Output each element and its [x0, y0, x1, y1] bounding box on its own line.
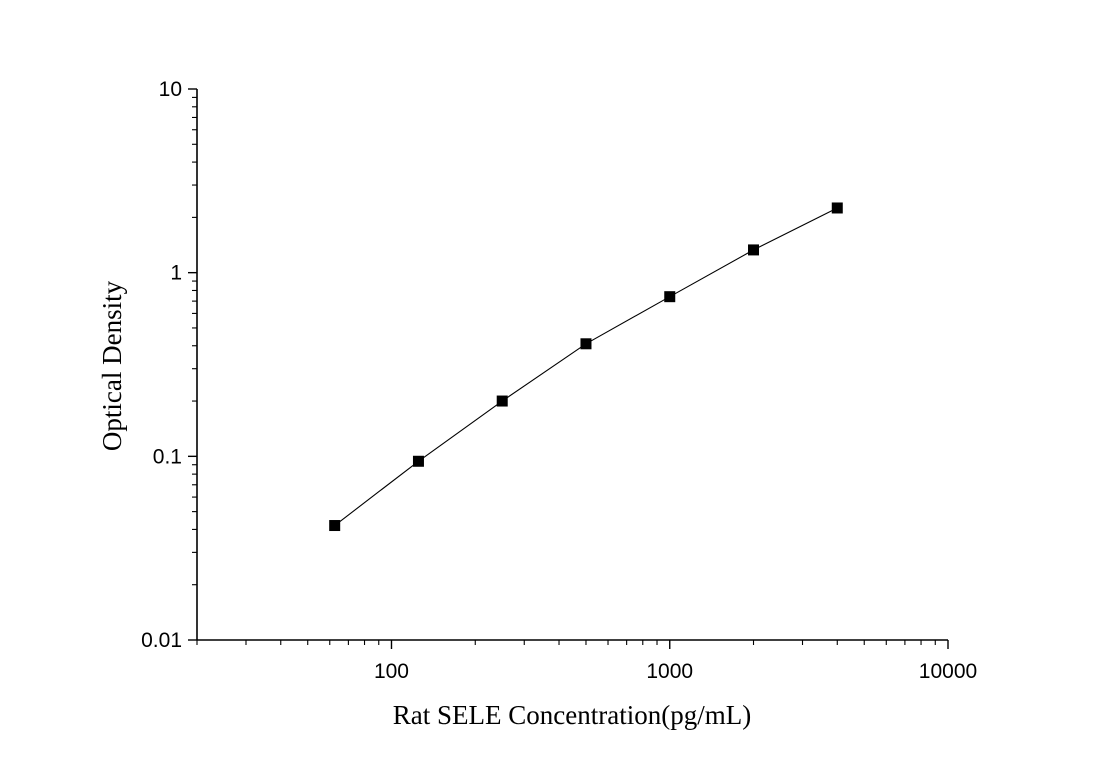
data-point-marker [664, 291, 676, 303]
y-tick-label: 0.1 [153, 445, 182, 468]
data-point-marker [580, 338, 592, 350]
data-point-marker [831, 202, 843, 214]
y-tick-label: 1 [170, 262, 182, 285]
axes [196, 89, 948, 641]
data-point-marker [496, 395, 508, 407]
y-axis-title: Optical Density [97, 280, 127, 451]
x-axis-title: Rat SELE Concentration(pg/mL) [393, 700, 751, 730]
data-point-marker [329, 520, 341, 532]
y-tick-label: 0.01 [141, 629, 182, 652]
data-point-marker [748, 244, 760, 256]
series-line [334, 207, 838, 526]
data-point-marker [412, 455, 424, 467]
x-tick-label: 1000 [646, 660, 693, 683]
y-tick-label: 10 [159, 78, 182, 101]
tick-labels: 0.01 0.1 1 10 100 1000 10000 [141, 78, 977, 683]
axis-ticks [188, 88, 949, 649]
plot-area [329, 202, 843, 532]
x-tick-label: 100 [374, 660, 409, 683]
x-tick-label: 10000 [919, 660, 977, 683]
